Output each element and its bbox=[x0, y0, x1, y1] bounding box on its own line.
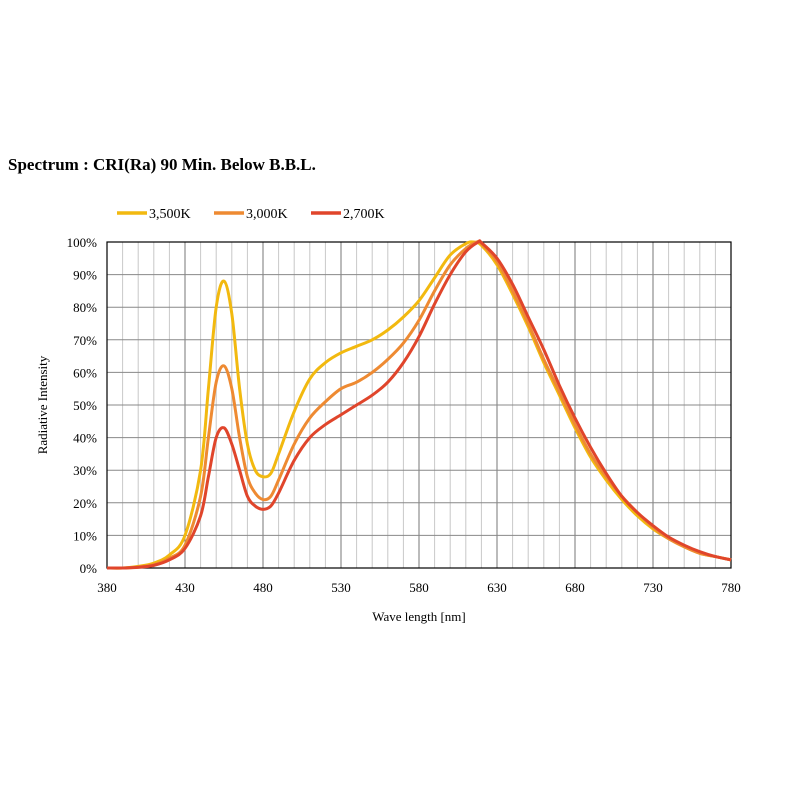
y-tick-label: 40% bbox=[73, 431, 97, 446]
y-tick-label: 50% bbox=[73, 398, 97, 413]
x-tick-label: 430 bbox=[175, 580, 195, 595]
x-tick-label: 530 bbox=[331, 580, 351, 595]
series-line-3500k bbox=[106, 240, 732, 570]
y-tick-label: 20% bbox=[73, 496, 97, 511]
y-tick-label: 30% bbox=[73, 463, 97, 478]
x-tick-label: 380 bbox=[97, 580, 117, 595]
legend-label: 3,000K bbox=[246, 207, 288, 222]
y-tick-label: 60% bbox=[73, 365, 97, 380]
x-tick-label: 730 bbox=[643, 580, 663, 595]
x-tick-label: 480 bbox=[253, 580, 273, 595]
chart-title: Spectrum : CRI(Ra) 90 Min. Below B.B.L. bbox=[8, 155, 316, 174]
x-tick-label: 680 bbox=[565, 580, 585, 595]
y-tick-label: 70% bbox=[73, 333, 97, 348]
y-tick-label: 0% bbox=[80, 561, 98, 576]
legend-label: 2,700K bbox=[343, 207, 385, 222]
x-axis-label: Wave length [nm] bbox=[372, 609, 466, 624]
y-tick-label: 90% bbox=[73, 268, 97, 283]
x-tick-label: 630 bbox=[487, 580, 507, 595]
y-axis-label: Radiative Intensity bbox=[35, 355, 50, 454]
y-tick-label: 10% bbox=[73, 528, 97, 543]
plot-frame bbox=[106, 241, 732, 569]
y-tick-label: 100% bbox=[67, 235, 98, 250]
legend-label: 3,500K bbox=[149, 207, 191, 222]
x-tick-label: 780 bbox=[721, 580, 741, 595]
x-tick-label: 580 bbox=[409, 580, 429, 595]
y-tick-label: 80% bbox=[73, 300, 97, 315]
series-line-2700k bbox=[106, 239, 732, 570]
